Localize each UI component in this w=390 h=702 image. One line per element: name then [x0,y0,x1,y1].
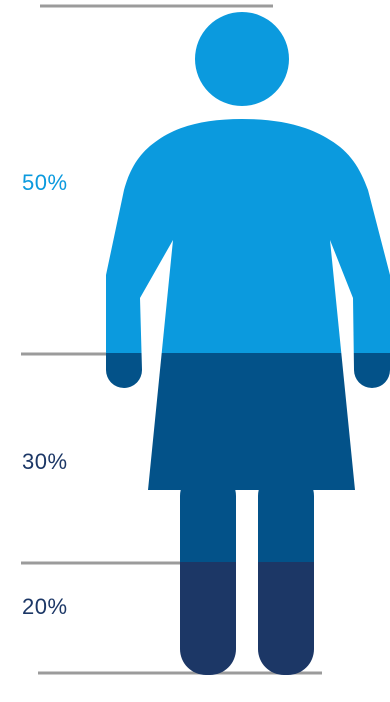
segment-label-bottom: 20% [22,594,68,619]
segment-label-top: 50% [22,170,68,195]
segment-band-bottom [106,562,390,675]
segment-label-middle: 30% [22,449,68,474]
